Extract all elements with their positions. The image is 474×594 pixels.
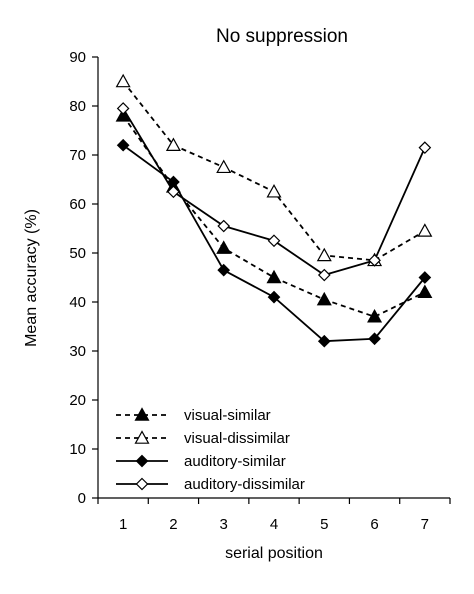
y-tick-label: 90 — [69, 49, 86, 66]
y-tick-label: 70 — [69, 147, 86, 164]
data-point-auditory-dissimilar — [267, 234, 281, 248]
y-axis-title: Mean accuracy (%) — [23, 209, 40, 347]
x-tick-label: 3 — [220, 516, 228, 533]
data-point-auditory-dissimilar — [418, 141, 432, 154]
y-tick-label: 10 — [69, 441, 86, 458]
y-tick-label: 60 — [69, 196, 86, 213]
data-point-auditory-dissimilar — [217, 219, 231, 233]
x-tick-label: 5 — [320, 516, 328, 533]
x-tick-label: 1 — [119, 516, 127, 533]
series-auditory-dissimilar — [116, 102, 432, 282]
legend-item-visual-dissimilar: visual-dissimilar — [116, 430, 290, 447]
data-point-auditory-similar — [418, 271, 432, 284]
data-point-auditory-similar — [368, 332, 381, 346]
series-auditory-similar — [116, 138, 432, 348]
legend-label: visual-similar — [184, 407, 271, 424]
data-point-auditory-similar — [217, 263, 231, 277]
data-point-auditory-dissimilar — [368, 254, 381, 267]
series-line-visual-dissimilar — [122, 80, 426, 262]
chart-title: No suppression — [216, 26, 348, 47]
data-point-visual-dissimilar — [115, 73, 131, 88]
data-point-visual-dissimilar — [266, 184, 282, 198]
data-point-visual-similar — [216, 240, 232, 254]
x-tick-label: 7 — [421, 516, 429, 533]
data-point-visual-similar — [266, 269, 282, 284]
x-tick-label: 2 — [169, 516, 177, 533]
legend-label: auditory-similar — [184, 453, 286, 470]
x-tick-label: 6 — [370, 516, 378, 533]
legend: visual-similar visual-dissimilar auditory-… — [116, 407, 305, 493]
axes-group: 0 10 20 30 40 50 60 70 80 90 1 2 3 4 5 6 7 — [69, 49, 451, 533]
y-tick-label: 30 — [69, 343, 86, 360]
legend-marker — [135, 454, 149, 468]
legend-item-auditory-similar: auditory-similar — [116, 453, 286, 470]
legend-marker — [134, 407, 150, 421]
data-point-auditory-similar — [116, 138, 130, 152]
legend-marker — [135, 477, 149, 491]
data-point-auditory-dissimilar — [167, 185, 180, 199]
y-tick-label: 50 — [69, 245, 86, 262]
data-point-auditory-dissimilar — [317, 268, 331, 282]
legend-item-visual-similar: visual-similar — [116, 407, 271, 424]
data-point-visual-similar — [417, 284, 433, 298]
x-axis-title: serial position — [225, 545, 323, 562]
data-point-visual-dissimilar — [165, 137, 181, 151]
series-line-visual-similar — [122, 115, 426, 318]
data-point-visual-dissimilar — [216, 159, 232, 174]
data-point-visual-dissimilar — [316, 247, 332, 262]
data-point-visual-dissimilar — [417, 223, 433, 237]
data-point-auditory-similar — [317, 334, 331, 348]
legend-label: visual-dissimilar — [184, 430, 290, 447]
y-tick-label: 40 — [69, 294, 86, 311]
y-tick-label: 0 — [78, 490, 86, 507]
data-point-visual-similar — [316, 291, 332, 306]
data-point-visual-similar — [367, 308, 383, 323]
legend-label: auditory-dissimilar — [184, 476, 305, 493]
series-visual-similar — [115, 108, 433, 323]
data-point-auditory-similar — [267, 290, 281, 304]
data-point-auditory-dissimilar — [116, 102, 130, 115]
y-tick-label: 20 — [69, 392, 86, 409]
x-tick-label: 4 — [270, 516, 278, 533]
series-layer — [115, 73, 433, 348]
y-tick-label: 80 — [69, 98, 86, 115]
legend-marker — [134, 430, 150, 444]
legend-item-auditory-dissimilar: auditory-dissimilar — [116, 476, 305, 493]
